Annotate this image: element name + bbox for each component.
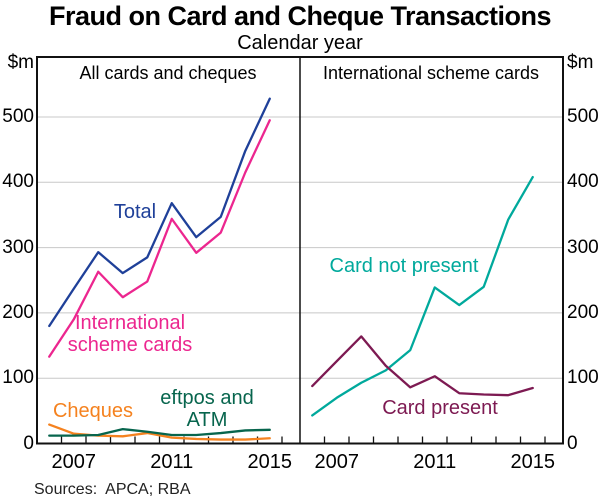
chart-title: Fraud on Card and Cheque Transactions bbox=[48, 1, 552, 31]
y-tick-label-left-200: 200 bbox=[2, 301, 34, 323]
y-tick-label-right-0: 0 bbox=[567, 432, 578, 454]
y-tick-label-right-200: 200 bbox=[567, 301, 599, 323]
y-tick-label-left-100: 100 bbox=[2, 367, 34, 389]
source-note: Sources: APCA; RBA bbox=[34, 481, 191, 498]
x-year-label-left-2007: 2007 bbox=[51, 451, 97, 473]
series-line-card-present bbox=[311, 335, 534, 397]
x-year-label-right-2011: 2011 bbox=[413, 451, 457, 473]
series-line-card-not-present bbox=[311, 175, 534, 417]
y-tick-label-right-300: 300 bbox=[567, 236, 599, 258]
y-tick-label-left-300: 300 bbox=[2, 236, 34, 258]
unit-label-right: $m bbox=[567, 52, 594, 73]
series-label-card-not-present: Card not present bbox=[329, 255, 479, 277]
chart-subtitle: Calendar year bbox=[237, 32, 363, 54]
series-label-international-scheme-cards: International scheme cards bbox=[67, 312, 193, 356]
series-label-eftpos-and-atm: eftpos and ATM bbox=[160, 387, 254, 431]
series-label-card-present: Card present bbox=[382, 397, 498, 419]
series-line-eftpos-and-atm bbox=[48, 427, 271, 437]
series-label-total: Total bbox=[113, 201, 157, 223]
x-year-label-right-2007: 2007 bbox=[314, 451, 360, 473]
y-tick-label-left-500: 500 bbox=[2, 106, 34, 127]
series-line-international-scheme-cards bbox=[48, 119, 271, 358]
x-year-label-left-2015: 2015 bbox=[247, 451, 293, 473]
y-tick-label-left-0: 0 bbox=[23, 432, 34, 454]
y-tick-label-right-100: 100 bbox=[567, 367, 599, 389]
x-year-label-left-2011: 2011 bbox=[150, 451, 194, 473]
x-year-label-right-2015: 2015 bbox=[510, 451, 556, 473]
panel-label-right: International scheme cards bbox=[322, 63, 540, 83]
panel-label-left: All cards and cheques bbox=[79, 63, 257, 83]
unit-label-left: $m bbox=[7, 52, 34, 73]
series-line-total bbox=[48, 97, 271, 328]
y-tick-label-left-400: 400 bbox=[2, 171, 34, 193]
y-tick-label-right-400: 400 bbox=[567, 171, 599, 193]
series-label-cheques: Cheques bbox=[52, 400, 134, 422]
y-tick-label-right-500: 500 bbox=[567, 106, 599, 127]
plot-border bbox=[36, 56, 564, 445]
